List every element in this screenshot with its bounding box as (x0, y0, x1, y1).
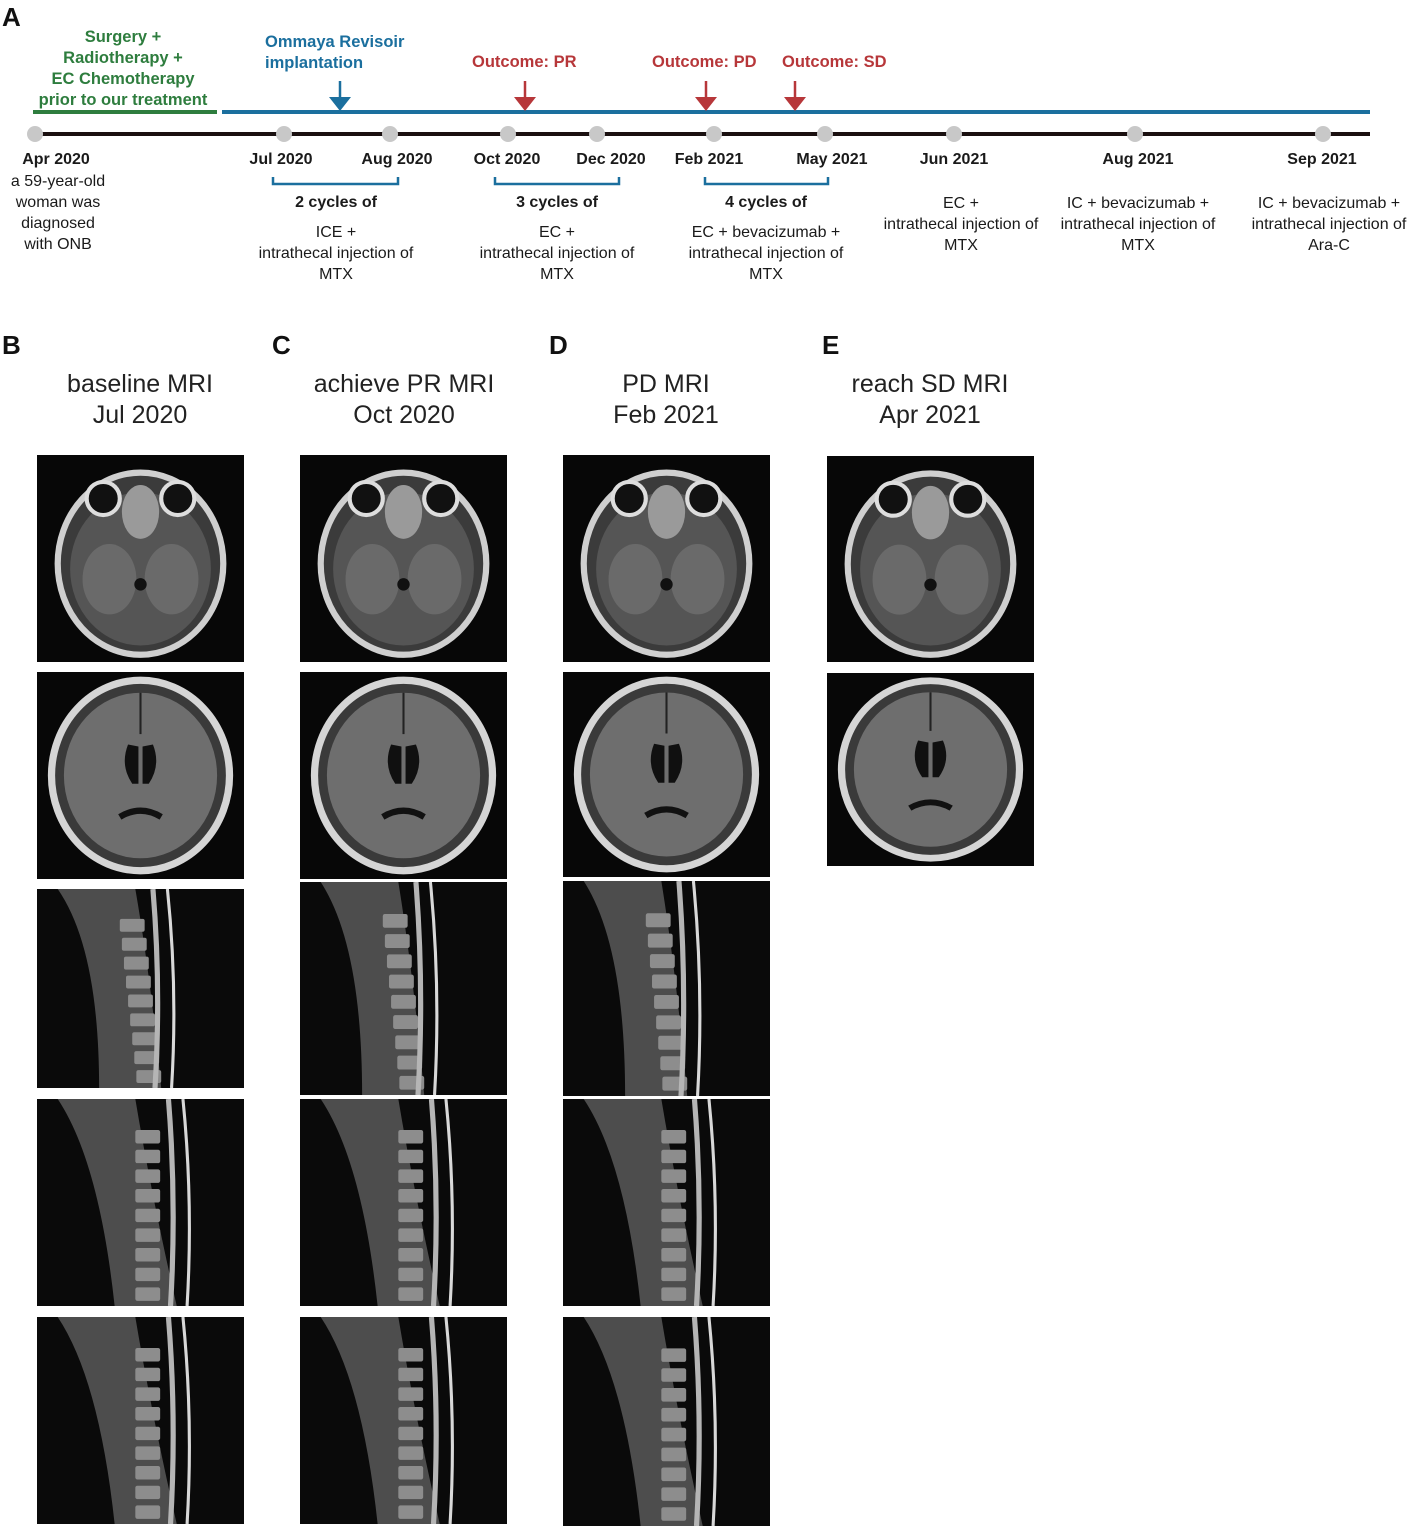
mri-image-axial-ventricle (827, 673, 1034, 866)
dot-jun-2021 (946, 126, 962, 142)
mri-image-sag-thoracic (37, 1099, 244, 1306)
panel-label-e: E (822, 330, 840, 360)
cycle-regimen: ICE + intrathecal injection of MTX (258, 224, 414, 283)
regimen-sep-2021: IC + bevacizumab + intrathecal injection… (1251, 195, 1407, 254)
dot-sep-2021 (1315, 126, 1331, 142)
mri-image-sag-thoracic (563, 1099, 770, 1306)
mri-image-axial-orbit (827, 456, 1034, 662)
dot-may-2021 (817, 126, 833, 142)
panel-label-c: C (272, 330, 291, 360)
dot-dec-2020 (589, 126, 605, 142)
mri-image-axial-orbit (300, 455, 507, 662)
mri-image-sag-lumbar (300, 1317, 507, 1524)
date-label: Dec 2020 (576, 151, 646, 168)
timeline-graphic (27, 81, 1370, 186)
date-label: Aug 2021 (1102, 151, 1174, 168)
cycle-title: 3 cycles of (516, 194, 598, 211)
prior-treatment-label: Surgery + Radiotherapy + EC Chemotherapy… (38, 28, 208, 109)
mri-image-axial-orbit (37, 455, 244, 662)
mri-image-sag-thoracic (300, 1099, 507, 1306)
diagnosis-note: a 59-year-old woman was diagnosed with O… (10, 173, 106, 253)
ommaya-arrow (329, 81, 351, 111)
panel-label-d: D (549, 330, 568, 360)
mri-image-axial-ventricle (300, 672, 507, 879)
outcome-sd-label: Outcome: SD (782, 53, 887, 71)
date-label: Oct 2020 (473, 151, 541, 168)
mri-image-axial-ventricle (563, 672, 770, 877)
date-label: Jul 2020 (249, 151, 313, 168)
dot-oct-2020 (500, 126, 516, 142)
cycle-title: 2 cycles of (295, 194, 377, 211)
date-label: Aug 2020 (361, 151, 433, 168)
column-title-pd: PD MRI Feb 2021 (613, 370, 719, 429)
cycle-regimen: EC + bevacizumab + intrathecal injection… (688, 224, 844, 283)
outcome-sd-arrow (784, 81, 806, 111)
column-title-pr: achieve PR MRI Oct 2020 (313, 370, 495, 429)
mri-image-axial-ventricle (37, 672, 244, 879)
cycle-bracket-3 (703, 177, 830, 186)
dot-jul-2020 (276, 126, 292, 142)
outcome-pd-arrow (695, 81, 717, 111)
outcome-pr-label: Outcome: PR (472, 53, 577, 71)
dot-apr-2020 (27, 126, 43, 142)
regimen-jun-2021: EC + intrathecal injection of MTX (883, 195, 1039, 254)
cycle-bracket-2 (493, 177, 621, 186)
mri-image-sag-cervical (563, 881, 770, 1096)
outcome-pd-label: Outcome: PD (652, 53, 757, 71)
ommaya-label: Ommaya Revisoir implantation (265, 33, 405, 72)
date-label: Feb 2021 (674, 151, 744, 168)
mri-image-sag-cervical (37, 889, 244, 1088)
date-label: Sep 2021 (1287, 151, 1357, 168)
timeline-dots (27, 126, 1331, 142)
date-label: Apr 2020 (22, 151, 90, 168)
mri-image-sag-cervical (300, 882, 507, 1095)
column-title-sd: reach SD MRI Apr 2021 (851, 370, 1009, 429)
mri-image-sag-lumbar (563, 1317, 770, 1526)
date-label: May 2021 (796, 151, 868, 168)
mri-image-axial-orbit (563, 455, 770, 662)
panel-label-a: A (2, 2, 21, 32)
cycle-regimen: EC + intrathecal injection of MTX (479, 224, 635, 283)
dot-aug-2020 (382, 126, 398, 142)
mri-image-sag-lumbar (37, 1317, 244, 1524)
cycle-title: 4 cycles of (725, 194, 807, 211)
dot-feb-2021 (706, 126, 722, 142)
cycle-bracket-1 (271, 177, 400, 186)
date-label: Jun 2021 (919, 151, 989, 168)
dot-aug-2021 (1127, 126, 1143, 142)
regimen-aug-2021: IC + bevacizumab + intrathecal injection… (1060, 195, 1216, 254)
column-title-baseline: baseline MRI Jul 2020 (67, 370, 213, 429)
panel-label-b: B (2, 330, 21, 360)
outcome-pr-arrow (514, 81, 536, 111)
